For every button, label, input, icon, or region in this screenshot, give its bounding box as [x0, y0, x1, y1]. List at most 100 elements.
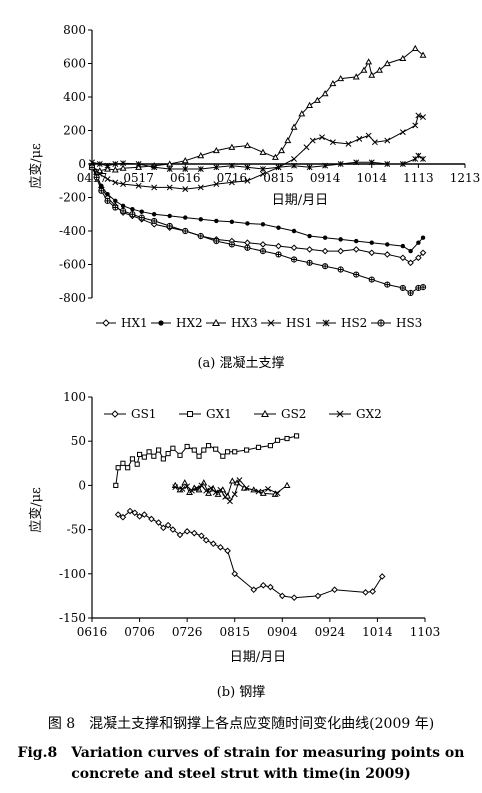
chart-b-subcaption: (b) 钢撑	[216, 685, 266, 700]
chart-b-point-GX2-3	[188, 487, 195, 494]
chart-b-point-GS1-0	[114, 511, 122, 518]
chart-b-point-GX1-8	[146, 449, 152, 455]
chart-a-point-HX2-12	[214, 218, 219, 224]
chart-b-point-GX1-26	[267, 443, 273, 449]
chart-a-point-HS2-2	[104, 162, 111, 169]
chart-a-point-HX3-27	[368, 71, 376, 78]
chart-a-y-tick-label-8: 800	[63, 23, 86, 37]
chart-a-point-HX3-10	[212, 146, 220, 154]
chart-b-point-GX2-15	[255, 488, 262, 495]
chart-a-point-HX1-27	[419, 249, 427, 257]
chart-a-x-tick-label-6: 1014	[356, 171, 387, 185]
chart-b-point-GX1-13	[170, 445, 176, 451]
chart-b-point-GX1-5	[134, 461, 140, 467]
chart-a-point-HS1-25	[399, 129, 406, 136]
chart-a-legend-item-HX3: HX3	[206, 316, 258, 330]
chart-b-x-tick-label-5: 0924	[315, 625, 346, 639]
chart-b-point-GS1-4	[136, 513, 143, 520]
chart-a-point-HS1-27	[415, 112, 422, 119]
chart-b-point-GX2-9	[217, 486, 224, 493]
chart-a-point-HX2-24	[400, 243, 406, 249]
chart-a-point-HS1-3	[112, 179, 119, 186]
chart-a-point-HS2-16	[306, 164, 313, 171]
chart-a-point-HX3-9	[197, 151, 205, 159]
chart-a-point-HS1-9	[197, 184, 204, 191]
chart-b-x-tick-label-0: 0616	[77, 625, 108, 639]
chart-a-point-HX2-3	[105, 191, 110, 197]
chart-a-point-HX3-13	[259, 148, 267, 155]
chart-a-point-HX3-1	[96, 167, 104, 174]
chart-b-y-tick-label-4: 50	[71, 434, 86, 448]
chart-a-point-HS2-19	[353, 159, 360, 166]
chart-b-point-GX2-6	[203, 487, 210, 494]
chart-a-point-HX2-14	[245, 221, 250, 226]
chart-a-point-HX3-11	[228, 143, 236, 150]
chart-a-point-HS1-18	[319, 134, 325, 141]
chart-a-point-HX2-25	[408, 248, 413, 254]
chart-b-point-GS1-2	[126, 507, 134, 515]
chart-a-subcaption: (a) 混凝土支撑	[197, 356, 285, 371]
chart-a-legend-marker-HX2	[158, 320, 164, 326]
chart-a-point-HS1-15	[291, 156, 297, 162]
chart-b-y-axis-label: 应变/με	[28, 487, 44, 533]
chart-b-legend-label-GX2: GX2	[356, 407, 382, 421]
chart-b-point-GS1-10	[169, 526, 177, 533]
chart-a-point-HS2-15	[291, 162, 297, 169]
chart-a-point-HS2-22	[399, 161, 406, 167]
chart-b-point-GS2-16	[259, 489, 267, 496]
chart-b-point-GS1-8	[160, 524, 167, 532]
chart-b-point-GX2-7	[207, 485, 214, 492]
chart-a-legend-marker-HS2	[322, 319, 330, 327]
chart-b-legend-label-GX1: GX1	[206, 407, 232, 421]
chart-a-point-HX2-11	[198, 217, 204, 222]
chart-b-point-GX1-19	[205, 443, 212, 449]
chart-a-point-HX3-14	[271, 153, 279, 160]
chart-a-point-HX3-8	[181, 157, 189, 164]
chart-a-point-HS2-8	[182, 166, 189, 172]
chart-b-point-GX1-24	[244, 447, 250, 453]
chart-a-point-HS1-28	[420, 114, 426, 121]
chart-a-y-tick-label-0: -800	[59, 291, 86, 305]
chart-a-point-HS1-5	[135, 182, 142, 189]
chart-a-x-tick-label-5: 0914	[310, 171, 341, 185]
chart-b-point-GX1-21	[220, 453, 226, 459]
chart-a-point-HX3-2	[104, 165, 111, 172]
chart-b-point-GS1-17	[217, 543, 224, 551]
chart-b-point-GX1-18	[201, 447, 207, 453]
chart-a-series-HS2	[89, 152, 426, 172]
chart-a-x-tick-label-1: 0517	[123, 171, 154, 185]
chart-a-legend-label-HX1: HX1	[121, 316, 148, 330]
chart-b-point-GX1-10	[156, 447, 162, 453]
chart-a-point-HX1-14	[244, 239, 251, 247]
chart-b-series-GX1	[113, 433, 300, 488]
chart-b-point-GS2-2	[181, 479, 189, 486]
chart-a-point-HS1-13	[260, 171, 266, 178]
chart-a-point-HX1-15	[259, 241, 267, 248]
chart-b-point-GX1-11	[160, 456, 166, 462]
chart-a-point-HS2-5	[135, 161, 142, 167]
chart-b-point-GX2-13	[236, 477, 243, 484]
chart-a-point-HX2-7	[139, 209, 144, 214]
chart-a-series-line-HX2	[91, 165, 424, 252]
chart-a-point-HX2-15	[260, 222, 266, 227]
chart-b-y-tick-label-1: -100	[59, 567, 86, 581]
chart-b-series-GX2	[172, 477, 281, 505]
chart-a-x-axis-label: 日期/月日	[272, 193, 328, 208]
chart-b-point-GX1-7	[141, 454, 147, 460]
chart-a-point-HS2-9	[197, 166, 204, 172]
chart-a-point-HX2-23	[385, 242, 390, 247]
chart-a-point-HX3-30	[399, 54, 407, 62]
chart-a-point-HS2-25	[420, 156, 426, 162]
chart-b-point-GX1-0	[113, 482, 119, 488]
chart-b-point-GS2-18	[283, 481, 291, 488]
chart-a-point-HS1-20	[345, 140, 352, 147]
chart-a-legend-marker-HS1	[267, 319, 275, 327]
chart-a-legend-label-HS1: HS1	[286, 316, 312, 330]
chart-a-point-HX3-26	[365, 58, 373, 65]
chart-b-point-GS1-25	[314, 592, 322, 600]
chart-b-point-GX2-8	[212, 489, 219, 496]
chart-a-point-HS2-13	[260, 166, 266, 172]
chart-b-point-GX2-16	[265, 485, 271, 492]
figure-caption-en-line1: Fig.8 Variation curves of strain for mea…	[17, 745, 465, 761]
chart-b-point-GX2-4	[193, 485, 200, 492]
